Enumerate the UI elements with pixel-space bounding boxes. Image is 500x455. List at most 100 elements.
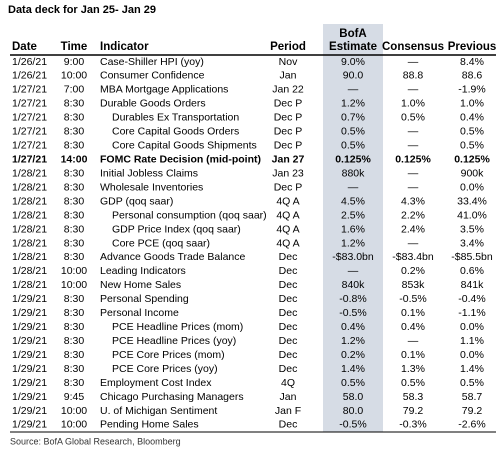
cell: 1/26/21 bbox=[12, 70, 47, 82]
cell: U. of Michigan Sentiment bbox=[100, 405, 217, 417]
cell: 8:30 bbox=[64, 321, 85, 333]
cell: 1/28/21 bbox=[12, 223, 47, 235]
title: Data deck for Jan 25- Jan 29 bbox=[8, 4, 156, 16]
cell: Dec bbox=[279, 307, 298, 319]
column-header: Indicator bbox=[100, 41, 149, 53]
cell: Advance Goods Trade Balance bbox=[100, 251, 246, 263]
cell: 1/29/21 bbox=[12, 377, 47, 389]
cell: 1/29/21 bbox=[12, 405, 47, 417]
cell: 8:30 bbox=[64, 335, 85, 347]
cell: PCE Core Prices (yoy) bbox=[112, 363, 218, 375]
cell: — bbox=[408, 237, 419, 249]
column-header: BofA bbox=[339, 28, 366, 40]
cell: 1/27/21 bbox=[12, 98, 47, 110]
cell: 0.5% bbox=[401, 112, 425, 124]
cell: 1.4% bbox=[460, 363, 484, 375]
cell: 1/29/21 bbox=[12, 321, 47, 333]
cell: Dec bbox=[279, 293, 298, 305]
cell: 0.4% bbox=[341, 321, 365, 333]
cell: — bbox=[408, 140, 419, 152]
cell: 0.0% bbox=[460, 321, 484, 333]
cell: 840k bbox=[342, 279, 366, 291]
cell: Dec bbox=[279, 265, 298, 277]
cell: 1/29/21 bbox=[12, 293, 47, 305]
cell: Case-Shiller HPI (yoy) bbox=[100, 56, 204, 68]
cell: 1/29/21 bbox=[12, 335, 47, 347]
cell: 4.5% bbox=[341, 195, 365, 207]
cell: -0.3% bbox=[399, 419, 426, 431]
cell: 1/29/21 bbox=[12, 363, 47, 375]
cell: 8:30 bbox=[64, 307, 85, 319]
cell: 0.125% bbox=[395, 154, 431, 166]
cell: 1/26/21 bbox=[12, 56, 47, 68]
cell: Dec P bbox=[274, 98, 303, 110]
cell: Core PCE (qoq saar) bbox=[112, 237, 210, 249]
cell: 4Q A bbox=[276, 223, 299, 235]
cell: FOMC Rate Decision (mid-point) bbox=[100, 154, 261, 166]
cell: 8:30 bbox=[64, 377, 85, 389]
cell: -0.5% bbox=[339, 419, 366, 431]
cell: 10:00 bbox=[61, 405, 87, 417]
cell: 0.7% bbox=[341, 112, 365, 124]
cell: 8:30 bbox=[64, 167, 85, 179]
cell: 8:30 bbox=[64, 195, 85, 207]
cell: 1.2% bbox=[341, 335, 365, 347]
cell: 1.0% bbox=[401, 98, 425, 110]
cell: 0.5% bbox=[460, 126, 484, 138]
cell: Jan bbox=[280, 70, 297, 82]
cell: 3.5% bbox=[460, 223, 484, 235]
cell: 1/28/21 bbox=[12, 279, 47, 291]
column-header: Time bbox=[61, 41, 88, 53]
cell: 0.1% bbox=[401, 307, 425, 319]
cell: 2.4% bbox=[401, 223, 425, 235]
cell: 1/27/21 bbox=[12, 126, 47, 138]
cell: -1.9% bbox=[458, 84, 485, 96]
cell: 0.0% bbox=[460, 349, 484, 361]
cell: 4Q A bbox=[276, 195, 299, 207]
column-header: Date bbox=[12, 41, 37, 53]
estimate-column-shade bbox=[323, 24, 383, 432]
cell: 10:00 bbox=[61, 279, 87, 291]
cell: 9.0% bbox=[341, 56, 365, 68]
cell: 3.4% bbox=[460, 237, 484, 249]
cell: 8:30 bbox=[64, 363, 85, 375]
cell: 9:45 bbox=[64, 391, 85, 403]
cell: 1/27/21 bbox=[12, 140, 47, 152]
cell: -0.5% bbox=[339, 307, 366, 319]
cell: Dec P bbox=[274, 112, 303, 124]
cell: Consumer Confidence bbox=[100, 70, 205, 82]
cell: Dec bbox=[279, 419, 298, 431]
cell: 880k bbox=[342, 167, 366, 179]
cell: GDP (qoq saar) bbox=[100, 195, 173, 207]
cell: 0.0% bbox=[460, 181, 484, 193]
cell: 14:00 bbox=[61, 154, 88, 166]
cell: 10:00 bbox=[61, 70, 87, 82]
cell: -$83.4bn bbox=[392, 251, 434, 263]
cell: Employment Cost Index bbox=[100, 377, 212, 389]
cell: 8:30 bbox=[64, 140, 85, 152]
cell: 0.125% bbox=[454, 154, 490, 166]
cell: — bbox=[408, 56, 419, 68]
cell: 1.2% bbox=[341, 98, 365, 110]
cell: PCE Headline Prices (mom) bbox=[112, 321, 243, 333]
cell: Dec bbox=[279, 335, 298, 347]
cell: — bbox=[348, 265, 359, 277]
cell: Dec P bbox=[274, 126, 303, 138]
cell: Jan 23 bbox=[272, 167, 304, 179]
cell: Dec P bbox=[274, 181, 303, 193]
cell: Jan F bbox=[275, 405, 301, 417]
cell: Core Capital Goods Orders bbox=[112, 126, 239, 138]
cell: Dec bbox=[279, 279, 298, 291]
column-header: Estimate bbox=[329, 41, 377, 53]
cell: 8.4% bbox=[460, 56, 484, 68]
cell: 1/29/21 bbox=[12, 307, 47, 319]
cell: 1/28/21 bbox=[12, 251, 47, 263]
cell: Chicago Purchasing Managers bbox=[100, 391, 244, 403]
cell: Initial Jobless Claims bbox=[100, 167, 198, 179]
cell: 4Q A bbox=[276, 237, 299, 249]
cell: 0.2% bbox=[341, 349, 365, 361]
cell: -1.1% bbox=[458, 307, 485, 319]
cell: 8:30 bbox=[64, 237, 85, 249]
cell: -0.5% bbox=[399, 293, 426, 305]
